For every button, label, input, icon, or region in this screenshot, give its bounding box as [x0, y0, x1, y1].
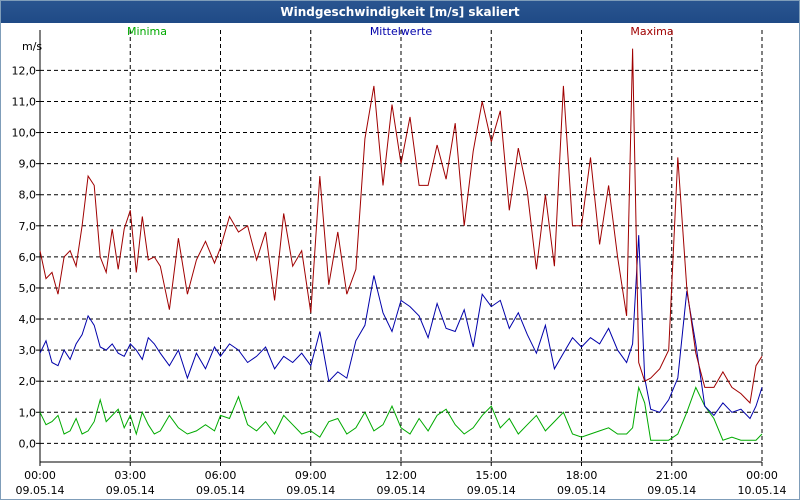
y-tick-label: 2,0 [19, 375, 37, 388]
y-tick-label: 8,0 [19, 189, 37, 202]
x-tick-time-label: 18:00 [566, 469, 598, 482]
x-tick-time-label: 15:00 [475, 469, 507, 482]
x-tick-date-label: 09.05.14 [647, 484, 696, 497]
chart-series [39, 48, 763, 441]
y-tick-label: 4,0 [19, 313, 37, 326]
x-tick-time-label: 03:00 [114, 469, 146, 482]
chart-legend: Minima Mittelwerte Maxima [127, 25, 674, 38]
x-tick-time-label: 00:00 [24, 469, 56, 482]
chart-title-bar: Windgeschwindigkeit [m/s] skaliert [1, 1, 799, 23]
x-tick-time-label: 00:00 [746, 469, 778, 482]
y-tick-label: 0,0 [19, 437, 37, 450]
y-tick-label: 11,0 [12, 95, 37, 108]
series-line-minima [39, 385, 763, 441]
x-tick-date-label: 09.05.14 [106, 484, 155, 497]
x-tick-time-label: 06:00 [205, 469, 237, 482]
y-tick-label: 3,0 [19, 344, 37, 357]
chart-grid [40, 30, 763, 462]
x-tick-date-label: 09.05.14 [16, 484, 65, 497]
x-tick-time-label: 21:00 [656, 469, 688, 482]
legend-entry-minima: Minima [127, 25, 167, 38]
series-line-mittelwerte [39, 235, 763, 420]
y-axis-ticks: 0,0 1,0 2,0 3,0 4,0 5,0 6,0 7,0 8,0 9,0 10,0 11,0 12… [12, 64, 40, 450]
x-tick-date-label: 09.05.14 [557, 484, 606, 497]
x-tick-date-label: 10.05.14 [738, 484, 787, 497]
y-axis-label: m/s [22, 40, 42, 53]
x-tick-date-label: 09.05.14 [286, 484, 335, 497]
x-tick-date-label: 09.05.14 [196, 484, 245, 497]
x-axis-ticks: 00:00 09.05.14 03:00 09.05.14 06:00 09.05.14 0… [16, 462, 787, 497]
y-tick-label: 1,0 [19, 406, 37, 419]
x-tick-date-label: 09.05.14 [377, 484, 426, 497]
legend-entry-maxima: Maxima [630, 25, 673, 38]
y-tick-label: 12,0 [12, 64, 37, 77]
x-tick-date-label: 09.05.14 [467, 484, 516, 497]
series-line-maxima [39, 48, 763, 404]
y-tick-label: 5,0 [19, 282, 37, 295]
legend-entry-mittelwerte: Mittelwerte [370, 25, 433, 38]
y-tick-label: 7,0 [19, 220, 37, 233]
y-tick-label: 9,0 [19, 158, 37, 171]
y-tick-label: 6,0 [19, 251, 37, 264]
x-tick-time-label: 12:00 [385, 469, 417, 482]
x-tick-time-label: 09:00 [295, 469, 327, 482]
chart-title: Windgeschwindigkeit [m/s] skaliert [280, 5, 520, 19]
y-tick-label: 10,0 [12, 127, 37, 140]
